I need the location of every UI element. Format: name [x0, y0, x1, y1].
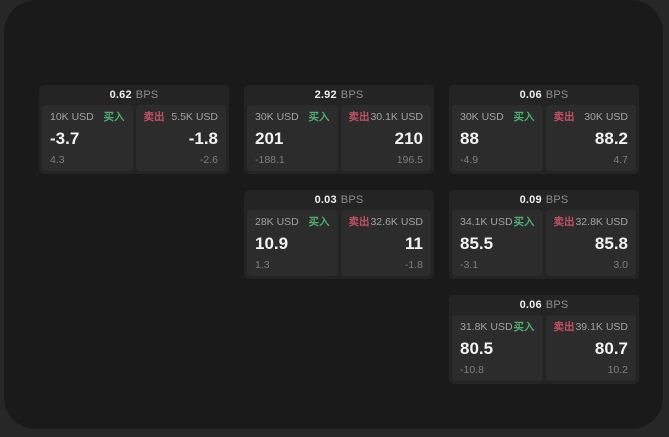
sell-delta: -1.8	[404, 259, 423, 271]
bps-unit: BPS	[545, 299, 569, 311]
sell-delta: 3.0	[613, 259, 628, 271]
buy-size: 31.8K USD	[460, 321, 513, 333]
sell-size: 30.1K USD	[370, 111, 423, 123]
bps-value: 0.06	[519, 89, 542, 101]
sell-price: 85.8	[594, 234, 628, 253]
card-header: 0.03 BPS	[244, 190, 434, 210]
buy-size: 28K USD	[255, 216, 299, 228]
sell-label: 卖出	[553, 321, 575, 333]
card-header: 0.09 BPS	[449, 190, 639, 210]
sell-delta: 10.2	[607, 364, 628, 376]
card-body: 30K USD 买入 201 -188.1 卖出 30.1K USD 210 1…	[244, 105, 434, 174]
bps-unit: BPS	[545, 194, 569, 206]
sell-panel[interactable]: 卖出 32.6K USD 11 -1.8	[340, 210, 431, 276]
bps-value: 0.03	[314, 194, 337, 206]
quote-card: 0.09 BPS 34.1K USD 买入 85.5 -3.1 卖出 32.8K …	[449, 190, 639, 279]
buy-size: 10K USD	[50, 111, 94, 123]
sell-panel[interactable]: 卖出 30.1K USD 210 196.5	[340, 105, 431, 171]
buy-price: 80.5	[460, 339, 494, 358]
buy-panel[interactable]: 31.8K USD 买入 80.5 -10.8	[452, 315, 543, 381]
bps-value: 2.92	[314, 89, 337, 101]
buy-delta: -4.9	[460, 154, 479, 166]
bps-value: 0.06	[519, 299, 542, 311]
sell-panel[interactable]: 卖出 5.5K USD -1.8 -2.6	[135, 105, 226, 171]
card-body: 10K USD 买入 -3.7 4.3 卖出 5.5K USD -1.8 -2.…	[39, 105, 229, 174]
sell-price: 210	[394, 129, 423, 148]
card-body: 28K USD 买入 10.9 1.3 卖出 32.6K USD 11 -1.8	[244, 210, 434, 279]
quote-card: 0.03 BPS 28K USD 买入 10.9 1.3 卖出 32.6K USD…	[244, 190, 434, 279]
bps-unit: BPS	[545, 89, 569, 101]
sell-label: 卖出	[553, 111, 575, 123]
app-panel: 0.62 BPS 10K USD 买入 -3.7 4.3 卖出 5.5K USD …	[4, 0, 663, 429]
buy-size: 30K USD	[460, 111, 504, 123]
buy-size: 30K USD	[255, 111, 299, 123]
buy-delta: 4.3	[50, 154, 65, 166]
sell-price: -1.8	[188, 129, 218, 148]
buy-size: 34.1K USD	[460, 216, 513, 228]
card-header: 0.62 BPS	[39, 85, 229, 105]
bps-unit: BPS	[340, 194, 364, 206]
sell-size: 32.6K USD	[370, 216, 423, 228]
buy-label: 买入	[513, 321, 535, 333]
bps-unit: BPS	[135, 89, 159, 101]
buy-delta: -10.8	[460, 364, 484, 376]
sell-delta: 4.7	[613, 154, 628, 166]
sell-panel[interactable]: 卖出 32.8K USD 85.8 3.0	[545, 210, 636, 276]
sell-panel[interactable]: 卖出 39.1K USD 80.7 10.2	[545, 315, 636, 381]
sell-label: 卖出	[348, 111, 370, 123]
card-body: 31.8K USD 买入 80.5 -10.8 卖出 39.1K USD 80.…	[449, 315, 639, 384]
buy-label: 买入	[513, 111, 535, 123]
sell-price: 11	[405, 234, 423, 253]
buy-panel[interactable]: 28K USD 买入 10.9 1.3	[247, 210, 338, 276]
buy-label: 买入	[308, 216, 330, 228]
buy-delta: -188.1	[255, 154, 285, 166]
quote-card: 0.06 BPS 30K USD 买入 88 -4.9 卖出 30K USD 88…	[449, 85, 639, 174]
bps-unit: BPS	[340, 89, 364, 101]
sell-delta: 196.5	[396, 154, 423, 166]
buy-price: 85.5	[460, 234, 494, 253]
sell-size: 39.1K USD	[575, 321, 628, 333]
sell-size: 32.8K USD	[575, 216, 628, 228]
bps-value: 0.09	[519, 194, 542, 206]
sell-label: 卖出	[348, 216, 370, 228]
buy-price: 10.9	[255, 234, 289, 253]
sell-size: 5.5K USD	[171, 111, 218, 123]
quote-card: 2.92 BPS 30K USD 买入 201 -188.1 卖出 30.1K U…	[244, 85, 434, 174]
buy-delta: -3.1	[460, 259, 479, 271]
buy-panel[interactable]: 10K USD 买入 -3.7 4.3	[42, 105, 133, 171]
buy-price: -3.7	[50, 129, 80, 148]
buy-delta: 1.3	[255, 259, 270, 271]
buy-label: 买入	[513, 216, 535, 228]
sell-size: 30K USD	[584, 111, 628, 123]
sell-delta: -2.6	[199, 154, 218, 166]
buy-label: 买入	[308, 111, 330, 123]
sell-label: 卖出	[143, 111, 165, 123]
card-body: 30K USD 买入 88 -4.9 卖出 30K USD 88.2 4.7	[449, 105, 639, 174]
sell-label: 卖出	[553, 216, 575, 228]
buy-panel[interactable]: 30K USD 买入 201 -188.1	[247, 105, 338, 171]
quote-card: 0.62 BPS 10K USD 买入 -3.7 4.3 卖出 5.5K USD …	[39, 85, 229, 174]
card-body: 34.1K USD 买入 85.5 -3.1 卖出 32.8K USD 85.8…	[449, 210, 639, 279]
buy-panel[interactable]: 34.1K USD 买入 85.5 -3.1	[452, 210, 543, 276]
quote-card: 0.06 BPS 31.8K USD 买入 80.5 -10.8 卖出 39.1K…	[449, 295, 639, 384]
bps-value: 0.62	[109, 89, 132, 101]
buy-label: 买入	[103, 111, 125, 123]
sell-price: 80.7	[594, 339, 628, 358]
buy-panel[interactable]: 30K USD 买入 88 -4.9	[452, 105, 543, 171]
card-header: 0.06 BPS	[449, 295, 639, 315]
card-header: 2.92 BPS	[244, 85, 434, 105]
card-header: 0.06 BPS	[449, 85, 639, 105]
buy-price: 201	[255, 129, 284, 148]
sell-price: 88.2	[594, 129, 628, 148]
sell-panel[interactable]: 卖出 30K USD 88.2 4.7	[545, 105, 636, 171]
buy-price: 88	[460, 129, 479, 148]
